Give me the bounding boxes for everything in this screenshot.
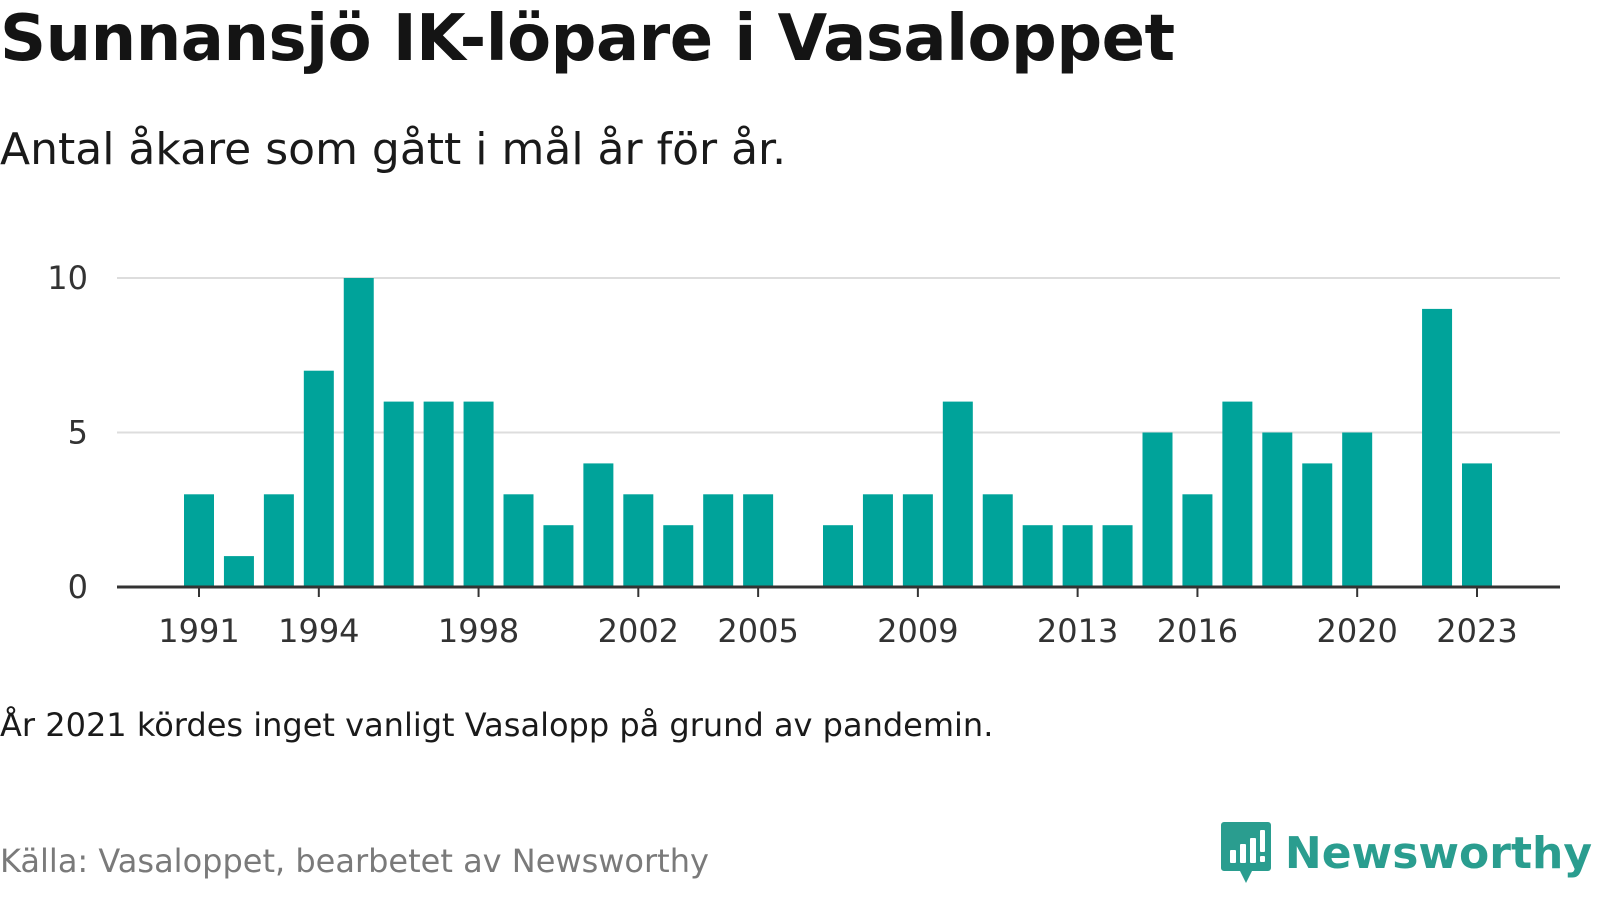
- bar-1994: [303, 370, 334, 587]
- bar-2012: [1022, 525, 1053, 587]
- chart-subtitle: Antal åkare som gått i mål år för år.: [0, 124, 787, 175]
- x-tick-label: 2016: [1157, 612, 1238, 650]
- bar-2023: [1462, 463, 1492, 587]
- y-tick-label: 5: [68, 414, 88, 452]
- x-tick-label: 2005: [717, 612, 798, 650]
- bar-2001: [583, 463, 614, 587]
- chart-note: År 2021 kördes inget vanligt Vasalopp på…: [0, 706, 994, 744]
- bar-2003: [663, 525, 694, 587]
- brand-logo: Newsworthy: [1220, 818, 1592, 888]
- x-tick-label: 2020: [1316, 612, 1397, 650]
- newsworthy-logo-icon: [1220, 822, 1271, 883]
- x-tick-label: 1998: [438, 612, 519, 650]
- chart-title: Sunnansjö IK-löpare i Vasaloppet: [0, 2, 1175, 76]
- x-tick-label: 2023: [1436, 612, 1517, 650]
- bar-2016: [1182, 494, 1213, 587]
- bar-2018: [1262, 432, 1293, 587]
- bar-2009: [902, 494, 933, 587]
- bar-2017: [1222, 401, 1253, 587]
- bar-2022: [1422, 308, 1453, 587]
- bars: [184, 278, 1492, 587]
- bar-2000: [543, 525, 574, 587]
- bar-1999: [503, 494, 534, 587]
- bar-2007: [823, 525, 853, 587]
- bar-1995: [343, 278, 374, 587]
- bar-1997: [423, 401, 454, 587]
- bar-1991: [184, 494, 214, 587]
- x-axis-ticks: 1991 1994 1998 2002 2005 2009 2013 2016 2020 2023: [158, 587, 1518, 650]
- bar-1992: [223, 556, 254, 587]
- x-tick-label: 1994: [278, 612, 359, 650]
- bar-2013: [1062, 525, 1093, 587]
- y-axis-ticks: 0 5 10: [47, 259, 88, 606]
- bar-2002: [623, 494, 654, 587]
- bar-1993: [263, 494, 294, 587]
- source-text: Källa: Vasaloppet, bearbetet av Newswort…: [0, 842, 709, 880]
- x-tick-label: 1991: [158, 612, 239, 650]
- bar-2014: [1102, 525, 1133, 587]
- bar-2020: [1342, 432, 1373, 587]
- bar-chart: 0 5 10 1991 1994 1998 2002 2005 2009 2013 2016 202…: [47, 259, 1560, 650]
- bar-2015: [1142, 432, 1173, 587]
- x-tick-label: 2009: [877, 612, 958, 650]
- bar-1996: [383, 401, 414, 587]
- bar-2005: [743, 494, 774, 587]
- bar-2019: [1302, 463, 1333, 587]
- bar-2011: [982, 494, 1013, 587]
- bar-2010: [942, 401, 973, 587]
- x-tick-label: 2013: [1037, 612, 1118, 650]
- y-tick-label: 0: [68, 568, 88, 606]
- brand-name: Newsworthy: [1284, 827, 1592, 879]
- y-tick-label: 10: [47, 259, 88, 297]
- x-tick-label: 2002: [598, 612, 679, 650]
- bar-1998: [463, 401, 494, 587]
- bar-2008: [862, 494, 893, 587]
- bar-2004: [703, 494, 734, 587]
